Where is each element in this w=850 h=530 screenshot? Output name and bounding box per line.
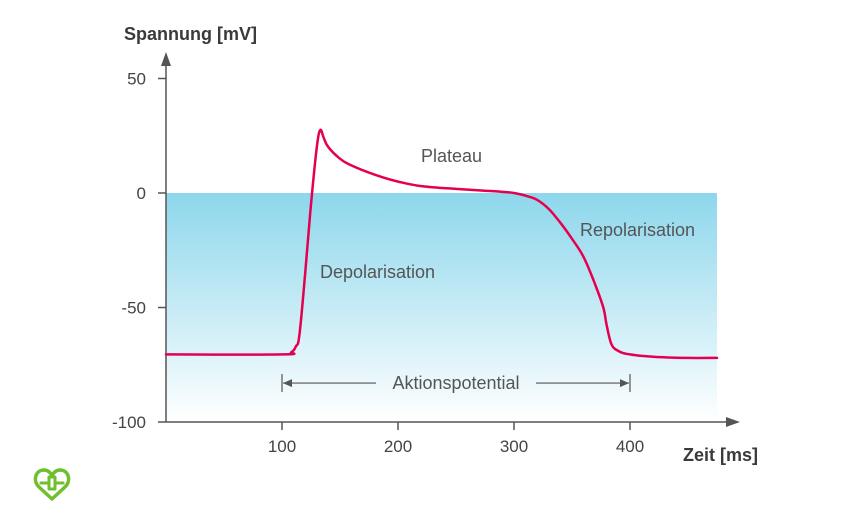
- x-axis-arrowhead: [726, 417, 740, 427]
- annotation-repolarisation: Repolarisation: [580, 220, 695, 240]
- y-axis-title: Spannung [mV]: [124, 24, 257, 44]
- action-potential-span: Aktionspotential: [281, 373, 631, 393]
- x-tick-label: 400: [616, 437, 644, 456]
- x-tick-label: 200: [384, 437, 412, 456]
- x-axis-ticks: 100 200 300 400: [268, 422, 644, 456]
- x-axis-title: Zeit [ms]: [683, 445, 758, 465]
- x-tick-label: 100: [268, 437, 296, 456]
- x-tick-label: 300: [500, 437, 528, 456]
- heart-plus-icon: [33, 468, 71, 501]
- annotation-plateau: Plateau: [421, 146, 482, 166]
- y-tick-label: 0: [137, 184, 146, 203]
- annotation-depolarisation: Depolarisation: [320, 262, 435, 282]
- y-axis-ticks: 50 0 -50 -100: [112, 70, 166, 432]
- annotation-aktionspotential: Aktionspotential: [392, 373, 519, 393]
- y-tick-label: 50: [127, 70, 146, 89]
- y-tick-label: -100: [112, 413, 146, 432]
- y-axis-arrowhead: [161, 52, 171, 66]
- series-line-action-potential: [164, 128, 719, 360]
- y-tick-label: -50: [121, 299, 146, 318]
